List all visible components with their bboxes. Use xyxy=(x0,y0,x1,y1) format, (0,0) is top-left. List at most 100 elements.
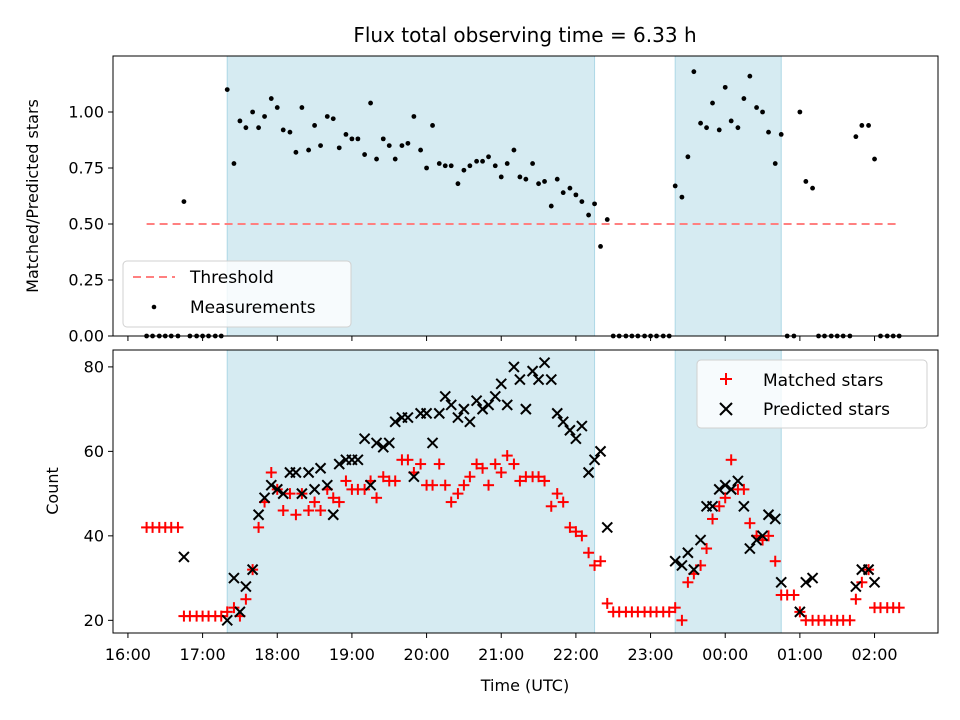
matched-point xyxy=(893,602,905,614)
matched-point xyxy=(483,479,495,491)
predicted-point xyxy=(377,441,389,453)
predicted-point xyxy=(464,416,476,428)
measurement-point xyxy=(741,96,747,101)
legend-measurements-swatch xyxy=(151,304,157,310)
measurement-point xyxy=(598,244,603,249)
predicted-point xyxy=(762,509,775,521)
measurement-point xyxy=(448,163,454,169)
predicted-point xyxy=(482,399,495,411)
bottom-panel: 20 40 60 80 16:00 17:00 18:00 19:00 20:00 21:00 2… xyxy=(43,349,939,695)
matched-point xyxy=(719,492,731,504)
predicted-point xyxy=(476,403,489,415)
y-tick-label: 0.25 xyxy=(68,271,104,290)
measurement-point xyxy=(442,163,448,169)
measurement-point xyxy=(691,69,697,75)
measurement-point xyxy=(517,174,523,180)
measurement-point xyxy=(728,118,734,124)
x-tick-label: 21:00 xyxy=(478,645,524,664)
measurement-point xyxy=(486,154,491,160)
predicted-point xyxy=(501,399,513,411)
predicted-point xyxy=(364,479,377,491)
predicted-point xyxy=(694,534,707,546)
measurement-point xyxy=(231,161,237,166)
measurement-point xyxy=(554,176,560,182)
matched-point xyxy=(589,559,601,571)
matched-point xyxy=(763,530,775,542)
measurement-point xyxy=(542,179,547,184)
measurement-point xyxy=(274,105,280,110)
measurement-point xyxy=(747,73,753,79)
y-tick-label: 20 xyxy=(84,611,104,630)
chart-title: Flux total observing time = 6.33 h xyxy=(353,23,696,47)
top-axes-frame xyxy=(112,55,939,337)
measurement-point xyxy=(362,152,368,157)
matched-point xyxy=(669,602,681,614)
matched-point xyxy=(564,521,576,533)
matched-point xyxy=(439,479,451,491)
predicted-point xyxy=(352,454,364,466)
measurement-point xyxy=(803,179,809,184)
matched-point xyxy=(253,521,265,533)
matched-point xyxy=(508,458,520,470)
matched-point xyxy=(290,509,302,521)
predicted-point xyxy=(688,563,700,576)
measurement-point xyxy=(399,143,405,149)
matched-point xyxy=(601,597,613,609)
predicted-point xyxy=(178,551,190,563)
predicted-point xyxy=(538,356,551,369)
predicted-point xyxy=(495,378,507,390)
top-y-axis-label: Matched/Predicted stars xyxy=(23,99,42,293)
predicted-point xyxy=(240,580,252,593)
measurement-point xyxy=(579,199,585,205)
matched-point xyxy=(303,505,315,517)
measurement-point xyxy=(436,161,442,166)
matched-point xyxy=(172,521,184,533)
top-legend: Threshold Measurements xyxy=(122,260,352,328)
predicted-point xyxy=(302,466,315,479)
x-tick-label: 01:00 xyxy=(777,645,823,664)
x-tick-label: 02:00 xyxy=(851,645,897,664)
measurement-point xyxy=(548,203,554,209)
predicted-point xyxy=(252,509,265,521)
predicted-point xyxy=(769,513,781,525)
measurement-point xyxy=(716,127,722,133)
matched-point xyxy=(315,505,327,517)
measurement-point xyxy=(810,185,815,191)
matched-point xyxy=(663,606,675,618)
measurement-point xyxy=(355,136,361,142)
matched-point xyxy=(725,454,737,466)
measurement-point xyxy=(498,174,504,180)
predicted-point xyxy=(520,403,532,415)
predicted-point xyxy=(557,416,569,428)
matched-point xyxy=(415,458,427,470)
top-legend-box xyxy=(122,260,352,328)
x-tick-label: 00:00 xyxy=(702,645,748,664)
legend-measurements-label: Measurements xyxy=(190,298,316,318)
measurement-point xyxy=(324,114,330,119)
matched-point xyxy=(676,614,688,626)
matched-point xyxy=(570,526,582,538)
predicted-point xyxy=(582,466,595,479)
measurement-point xyxy=(492,163,498,169)
bottom-legend: Matched stars Predicted stars xyxy=(696,359,928,429)
matched-stars-series xyxy=(141,450,905,626)
measurement-point xyxy=(474,158,479,164)
predicted-point xyxy=(545,373,557,386)
matched-point xyxy=(501,450,513,462)
predicted-point xyxy=(508,361,520,373)
matched-point xyxy=(788,589,800,601)
measurement-point xyxy=(567,185,573,191)
predicted-point xyxy=(850,580,862,593)
y-tick-label: 0.50 xyxy=(68,215,104,234)
matched-point xyxy=(576,530,588,542)
matched-point xyxy=(701,543,713,555)
measurement-point xyxy=(237,118,243,124)
matched-point xyxy=(495,466,507,478)
y-tick-label: 0.75 xyxy=(68,159,104,178)
measurement-point xyxy=(306,147,312,153)
legend-threshold-label: Threshold xyxy=(189,268,274,288)
y-tick-label: 0.00 xyxy=(68,327,104,346)
matched-point xyxy=(545,500,557,512)
matched-point xyxy=(359,483,371,495)
predicted-point xyxy=(258,492,271,504)
